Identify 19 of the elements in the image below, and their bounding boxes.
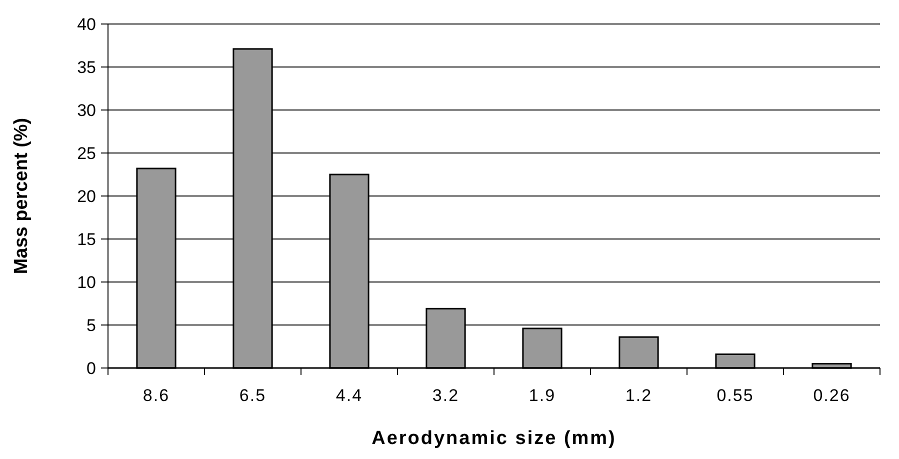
y-tick-label: 5: [86, 316, 96, 335]
y-tick-label: 40: [77, 14, 96, 34]
x-tick-label: 4.4: [336, 386, 363, 405]
y-axis-title: Mass percent (%): [11, 118, 32, 274]
x-tick-label: 1.2: [625, 386, 652, 405]
y-tick-label: 15: [77, 230, 96, 249]
x-tick-label: 0.26: [813, 386, 850, 405]
y-tick-label: 10: [77, 272, 96, 292]
y-tick-label: 0: [86, 358, 96, 378]
x-tick-label: 8.6: [142, 386, 170, 405]
y-tick-label: 35: [77, 58, 96, 77]
x-tick-label: 0.55: [716, 386, 754, 405]
x-tick-label: 1.9: [528, 386, 556, 405]
y-tick-label: 20: [77, 186, 96, 206]
x-tick-label: 6.5: [239, 386, 266, 405]
x-tick-label: 3.2: [432, 386, 460, 405]
y-tick-label: 30: [77, 100, 96, 120]
y-tick-label: 25: [77, 144, 96, 163]
x-axis-title: Aerodynamic size (mm): [372, 428, 616, 449]
